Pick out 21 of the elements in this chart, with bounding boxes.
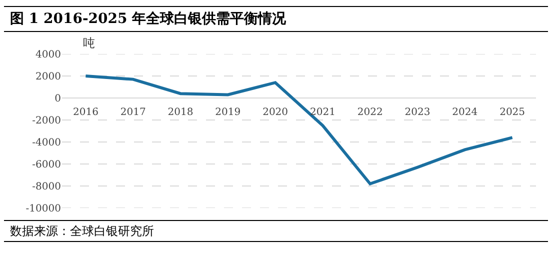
y-tick-label: 4000 <box>36 50 61 60</box>
chart-title: 图 1 2016-2025 年全球白银供需平衡情况 <box>4 6 548 32</box>
x-tick-label: 2025 <box>500 107 526 118</box>
x-tick-label: 2018 <box>168 107 194 118</box>
y-tick-label: -2000 <box>32 116 61 126</box>
source-note: 数据来源：全球白银研究所 <box>4 220 548 242</box>
y-tick-label: 0 <box>54 94 61 104</box>
x-tick-label: 2019 <box>215 107 241 118</box>
y-tick-label: -4000 <box>32 138 61 148</box>
x-tick-label: 2023 <box>404 107 430 118</box>
y-tick-label: -10000 <box>26 204 61 214</box>
y-tick-label: -6000 <box>32 160 61 170</box>
x-tick-label: 2024 <box>452 107 478 118</box>
x-tick-label: 2021 <box>310 107 336 118</box>
y-axis-title: 吨 <box>83 36 95 50</box>
y-tick-label: 2000 <box>36 72 61 82</box>
x-tick-label: 2022 <box>357 107 383 118</box>
y-tick-label: -8000 <box>32 182 61 192</box>
x-tick-label: 2020 <box>262 107 288 118</box>
x-tick-label: 2016 <box>72 107 98 118</box>
x-tick-label: 2017 <box>120 107 146 118</box>
